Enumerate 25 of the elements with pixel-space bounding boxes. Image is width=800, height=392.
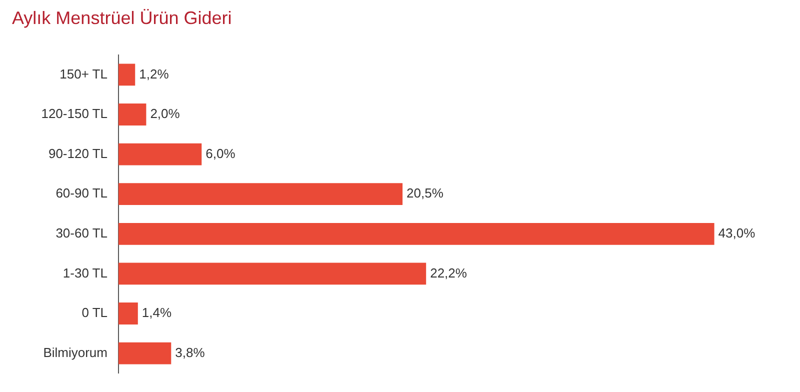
y-tick-label: 150+ TL: [60, 66, 108, 82]
y-tick-label: 60-90 TL: [56, 186, 108, 201]
data-label: 6,0%: [206, 146, 236, 161]
y-tick-label: Bilmiyorum: [43, 344, 108, 360]
bar: [118, 302, 138, 324]
y-tick-label: 1-30 TL: [62, 265, 108, 280]
data-label: 1,2%: [139, 66, 170, 82]
y-tick-label: 90-120 TL: [48, 146, 108, 161]
data-label: 43,0%: [718, 225, 756, 240]
data-label: 2,0%: [150, 106, 180, 122]
bar: [118, 143, 202, 166]
bar: [118, 64, 136, 86]
chart-title: Aylık Menstrüel Ürün Gideri: [11, 8, 233, 30]
data-label: 20,5%: [406, 186, 444, 201]
bar: [118, 183, 403, 206]
data-label: 22,2%: [430, 265, 468, 280]
data-label: 3,8%: [175, 344, 206, 360]
bar: [118, 342, 172, 364]
y-tick-label: 0 TL: [82, 305, 108, 320]
y-tick-label: 120-150 TL: [41, 106, 108, 122]
bar: [118, 222, 714, 245]
bar: [118, 104, 146, 126]
y-tick-label: 30-60 TL: [56, 225, 108, 240]
bar: [118, 262, 426, 285]
data-label: 1,4%: [142, 305, 172, 320]
